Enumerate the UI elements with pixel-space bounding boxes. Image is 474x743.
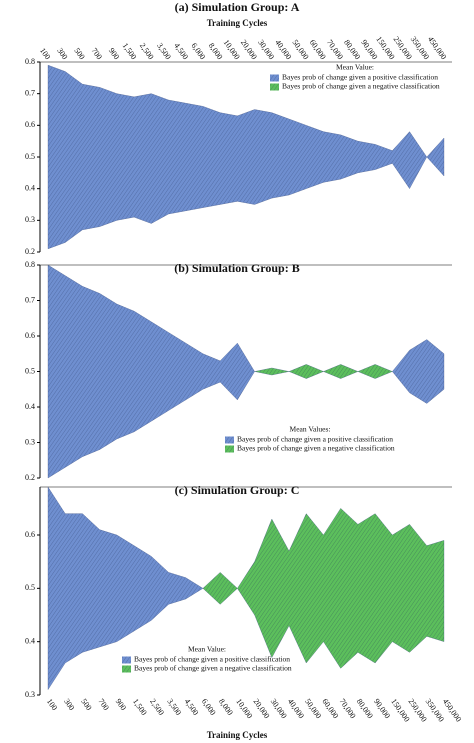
x-tick-label: 700 (97, 697, 111, 712)
legend-swatch-hatch (122, 656, 131, 664)
y-tick-label: 0.3 (25, 437, 35, 446)
band-hatch (392, 339, 444, 404)
x-tick-label: 2,500 (138, 41, 156, 61)
legend-label: Bayes prob of change given a negative cl… (134, 664, 292, 673)
legend-label: Bayes prob of change given a positive cl… (282, 73, 438, 82)
x-tick-label: 30,000 (269, 697, 289, 720)
legend-swatch-hatch (270, 74, 279, 82)
x-tick-label: 300 (62, 697, 76, 712)
x-tick-label: 50,000 (290, 38, 310, 61)
y-tick-label: 0.3 (25, 690, 35, 699)
x-tick-label: 80,000 (355, 697, 375, 720)
x-tick-label: 700 (90, 46, 104, 61)
y-tick-label: 0.4 (25, 636, 35, 645)
x-tick-label: 900 (107, 46, 121, 61)
y-tick-label: 0.3 (25, 215, 35, 224)
x-tick-label: 1,500 (121, 41, 139, 61)
panel-title: (c) Simulation Group: C (175, 483, 300, 497)
legend-swatch-hatch (270, 83, 279, 91)
y-tick-label: 0.6 (25, 120, 35, 129)
x-tick-label: 60,000 (320, 697, 340, 720)
x-tick-label: 10,000 (234, 697, 254, 720)
x-tick-label: 2,500 (148, 697, 166, 717)
legend-title: Mean Value: (336, 63, 374, 72)
x-tick-label: 10,000 (222, 38, 242, 61)
y-tick-label: 0.7 (25, 88, 35, 97)
x-tick-label: 3,500 (155, 41, 173, 61)
y-tick-label: 0.4 (25, 402, 35, 411)
x-tick-label: 40,000 (273, 38, 293, 61)
panel-title: (a) Simulation Group: A (175, 0, 300, 14)
band-hatch (254, 364, 393, 379)
x-tick-label: 300 (55, 46, 69, 61)
x-tick-label: 500 (79, 697, 93, 712)
y-tick-label: 0.5 (25, 366, 35, 375)
x-tick-label: 4,500 (172, 41, 190, 61)
y-tick-label: 0.2 (25, 473, 35, 482)
x-axis-title: Training Cycles (207, 730, 268, 740)
y-tick-label: 0.6 (25, 331, 35, 340)
x-tick-label: 900 (114, 697, 128, 712)
x-tick-label: 90,000 (372, 697, 392, 720)
x-tick-label: 20,000 (239, 38, 259, 61)
band-hatch (48, 487, 203, 690)
band-hatch (48, 265, 255, 478)
x-tick-label: 100 (45, 697, 59, 712)
y-tick-label: 0.8 (25, 260, 35, 269)
legend-title: Mean Values: (290, 425, 331, 434)
y-tick-label: 0.2 (25, 247, 35, 256)
legend-label: Bayes prob of change given a negative cl… (237, 444, 395, 453)
y-tick-label: 0.7 (25, 295, 35, 304)
x-tick-label: 8,000 (217, 697, 235, 717)
y-tick-label: 0.5 (25, 152, 35, 161)
legend-label: Bayes prob of change given a negative cl… (282, 82, 440, 91)
y-tick-label: 0.4 (25, 183, 35, 192)
x-tick-label: 50,000 (303, 697, 323, 720)
x-tick-label: 8,000 (207, 41, 225, 61)
x-tick-label: 100 (38, 46, 52, 61)
y-tick-label: 0.6 (25, 530, 35, 539)
x-tick-label: 70,000 (338, 697, 358, 720)
legend-swatch-hatch (225, 436, 234, 444)
x-axis-title: Training Cycles (207, 18, 268, 28)
x-tick-label: 20,000 (251, 697, 271, 720)
x-tick-label: 30,000 (256, 38, 276, 61)
legend-swatch-hatch (122, 665, 131, 673)
y-tick-label: 0.5 (25, 583, 35, 592)
x-tick-label: 70,000 (325, 38, 345, 61)
y-tick-label: 0.8 (25, 57, 35, 66)
x-tick-label: 6,000 (189, 41, 207, 61)
legend-label: Bayes prob of change given a positive cl… (134, 655, 290, 664)
x-tick-label: 80,000 (342, 38, 362, 61)
x-tick-label: 4,500 (183, 697, 201, 717)
legend-label: Bayes prob of change given a positive cl… (237, 435, 393, 444)
legend-swatch-hatch (225, 445, 234, 453)
panel-title: (b) Simulation Group: B (174, 261, 299, 275)
x-tick-label: 500 (72, 46, 86, 61)
legend-title: Mean Value: (188, 645, 226, 654)
band-hatch (48, 65, 444, 249)
band-hatch (202, 508, 444, 669)
x-tick-label: 3,500 (165, 697, 183, 717)
x-tick-label: 60,000 (308, 38, 328, 61)
x-tick-label: 40,000 (286, 697, 306, 720)
x-tick-label: 1,500 (131, 697, 149, 717)
x-tick-label: 6,000 (200, 697, 218, 717)
